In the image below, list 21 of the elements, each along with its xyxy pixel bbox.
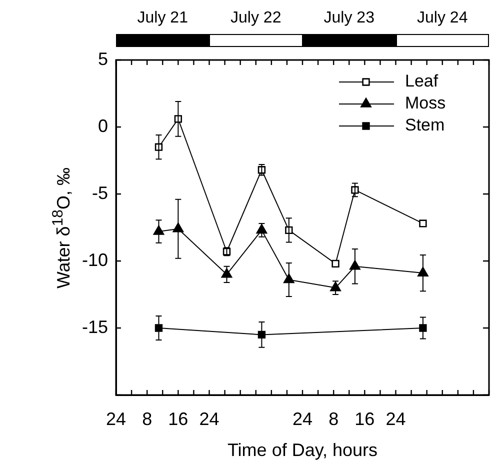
x-tick-label: 16 (354, 408, 375, 429)
x-tick-label: 24 (386, 408, 406, 429)
legend-label: Stem (405, 116, 445, 135)
x-tick-label: 24 (292, 408, 313, 429)
y-tick-label: -15 (82, 316, 108, 337)
legend-label: Moss (405, 94, 446, 113)
x-axis-title: Time of Day, hours (227, 440, 378, 460)
x-tick-label: 24 (199, 408, 220, 429)
x-tick-label: 16 (168, 408, 188, 429)
text: July 22 (230, 9, 282, 26)
text: July 24 (417, 9, 468, 26)
x-tick-label: 8 (142, 408, 152, 429)
y-tick-label: 5 (98, 48, 108, 69)
y-tick-label: -10 (82, 250, 108, 270)
x-tick-label: 8 (328, 408, 339, 429)
y-tick-label: -5 (92, 182, 108, 203)
legend-label: Leaf (405, 72, 438, 91)
y-tick-label: 0 (98, 116, 108, 136)
text: July 23 (324, 9, 375, 26)
text: July 21 (137, 9, 188, 26)
x-tick-label: 24 (106, 408, 126, 429)
